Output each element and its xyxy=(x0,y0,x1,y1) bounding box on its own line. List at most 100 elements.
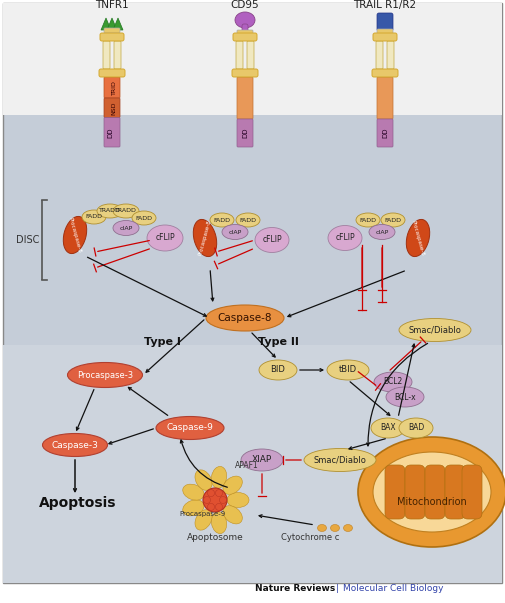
Text: Mitochondrion: Mitochondrion xyxy=(397,497,467,507)
FancyBboxPatch shape xyxy=(104,98,120,118)
Text: Procaspase-8: Procaspase-8 xyxy=(411,219,425,256)
Ellipse shape xyxy=(223,506,242,524)
Ellipse shape xyxy=(304,449,376,472)
Text: Type I: Type I xyxy=(143,337,180,347)
Text: APAF1: APAF1 xyxy=(235,461,259,470)
Polygon shape xyxy=(101,18,111,30)
FancyBboxPatch shape xyxy=(237,119,253,147)
Text: Type II: Type II xyxy=(258,337,298,347)
Text: FADD: FADD xyxy=(135,215,153,221)
Ellipse shape xyxy=(220,496,227,504)
Text: Molecular Cell Biology: Molecular Cell Biology xyxy=(343,584,443,593)
Ellipse shape xyxy=(241,449,283,471)
Text: TRADD: TRADD xyxy=(99,209,121,213)
Ellipse shape xyxy=(183,500,204,516)
FancyBboxPatch shape xyxy=(232,69,258,77)
Ellipse shape xyxy=(399,418,433,438)
Ellipse shape xyxy=(42,434,108,456)
Text: cFLIP: cFLIP xyxy=(262,236,282,244)
Text: Caspase-8: Caspase-8 xyxy=(218,313,272,323)
Ellipse shape xyxy=(374,372,412,392)
Ellipse shape xyxy=(156,417,224,440)
Text: tBID: tBID xyxy=(339,365,357,374)
FancyBboxPatch shape xyxy=(377,77,393,119)
FancyBboxPatch shape xyxy=(373,33,397,41)
Ellipse shape xyxy=(386,387,424,407)
FancyBboxPatch shape xyxy=(104,77,120,98)
Text: TRAIL R1/R2: TRAIL R1/R2 xyxy=(354,0,417,10)
FancyBboxPatch shape xyxy=(377,119,393,147)
Ellipse shape xyxy=(97,204,123,218)
Ellipse shape xyxy=(195,470,212,490)
Text: Procaspase-8: Procaspase-8 xyxy=(198,219,212,256)
Text: BCL-x: BCL-x xyxy=(394,393,416,402)
Ellipse shape xyxy=(183,484,204,500)
Ellipse shape xyxy=(343,525,352,531)
Ellipse shape xyxy=(212,512,227,534)
Ellipse shape xyxy=(358,437,505,547)
Text: TRID: TRID xyxy=(112,80,117,95)
Ellipse shape xyxy=(68,362,142,388)
FancyBboxPatch shape xyxy=(247,41,254,69)
Text: |: | xyxy=(333,584,342,593)
Ellipse shape xyxy=(223,476,242,494)
Text: DD: DD xyxy=(242,128,248,138)
Text: Apoptosis: Apoptosis xyxy=(39,496,117,510)
Text: cIAP: cIAP xyxy=(375,230,389,235)
Text: FADD: FADD xyxy=(214,218,230,223)
FancyBboxPatch shape xyxy=(3,3,502,115)
Text: Procaspase-8: Procaspase-8 xyxy=(68,216,82,253)
Text: cFLIP: cFLIP xyxy=(335,233,355,242)
Text: FADD: FADD xyxy=(384,218,401,223)
Text: Procaspase-3: Procaspase-3 xyxy=(77,370,133,379)
Text: FADD: FADD xyxy=(360,218,377,223)
FancyBboxPatch shape xyxy=(237,30,253,35)
Text: cIAP: cIAP xyxy=(228,230,241,235)
Text: XIAP: XIAP xyxy=(252,455,272,464)
Ellipse shape xyxy=(227,493,249,508)
Text: BAD: BAD xyxy=(408,423,424,432)
Ellipse shape xyxy=(208,490,215,497)
FancyBboxPatch shape xyxy=(242,24,248,32)
Text: BID: BID xyxy=(271,365,285,374)
FancyBboxPatch shape xyxy=(3,3,502,583)
FancyBboxPatch shape xyxy=(104,118,120,147)
Text: NSD: NSD xyxy=(112,101,117,115)
FancyBboxPatch shape xyxy=(236,41,243,69)
Ellipse shape xyxy=(222,224,248,239)
Text: Apoptosome: Apoptosome xyxy=(187,534,243,543)
Ellipse shape xyxy=(328,226,362,250)
Ellipse shape xyxy=(82,210,106,224)
FancyBboxPatch shape xyxy=(372,69,398,77)
Ellipse shape xyxy=(132,211,156,225)
Ellipse shape xyxy=(212,467,227,488)
Ellipse shape xyxy=(318,525,327,531)
Text: Smac/Diablo: Smac/Diablo xyxy=(409,326,462,335)
FancyBboxPatch shape xyxy=(387,41,394,69)
FancyBboxPatch shape xyxy=(462,465,482,519)
Text: FADD: FADD xyxy=(85,215,103,219)
Polygon shape xyxy=(113,18,123,30)
Ellipse shape xyxy=(63,216,87,254)
FancyBboxPatch shape xyxy=(405,465,425,519)
Text: BCL2: BCL2 xyxy=(383,377,402,387)
Text: Cytochrome c: Cytochrome c xyxy=(281,532,339,541)
Text: TNFR1: TNFR1 xyxy=(95,0,129,10)
Text: cIAP: cIAP xyxy=(119,226,133,230)
FancyBboxPatch shape xyxy=(425,465,445,519)
Ellipse shape xyxy=(399,318,471,341)
Text: DISC: DISC xyxy=(16,235,39,245)
Ellipse shape xyxy=(208,504,215,510)
Ellipse shape xyxy=(407,219,430,256)
Ellipse shape xyxy=(381,213,405,227)
Ellipse shape xyxy=(210,213,234,227)
FancyBboxPatch shape xyxy=(99,69,125,77)
Text: CD95: CD95 xyxy=(231,0,259,10)
FancyBboxPatch shape xyxy=(103,41,110,69)
Ellipse shape xyxy=(193,219,217,256)
Ellipse shape xyxy=(216,504,223,510)
Text: DD: DD xyxy=(382,128,388,138)
Text: Caspase-9: Caspase-9 xyxy=(167,423,214,432)
FancyBboxPatch shape xyxy=(114,41,121,69)
FancyBboxPatch shape xyxy=(237,77,253,119)
